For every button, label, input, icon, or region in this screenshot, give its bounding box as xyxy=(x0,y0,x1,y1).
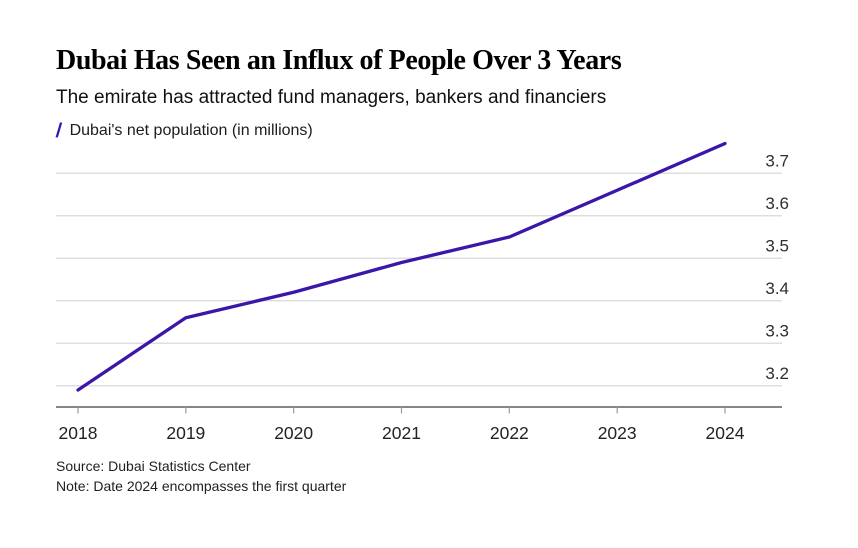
chart-title: Dubai Has Seen an Influx of People Over … xyxy=(56,45,622,76)
y-axis-label: 3.4 xyxy=(765,279,789,298)
chart-footer: Source: Dubai Statistics Center Note: Da… xyxy=(56,456,756,496)
x-axis-label: 2023 xyxy=(598,423,637,443)
legend: / Dubai's net population (in millions) xyxy=(55,119,313,143)
x-axis-label: 2021 xyxy=(382,423,421,443)
x-axis-label: 2019 xyxy=(166,423,205,443)
x-axis-label: 2018 xyxy=(59,423,98,443)
x-axis-label: 2024 xyxy=(706,423,745,443)
legend-label: Dubai's net population (in millions) xyxy=(69,122,313,139)
source-note: Source: Dubai Statistics Center xyxy=(56,458,251,474)
y-axis-label: 3.3 xyxy=(765,321,789,340)
x-axis-label: 2020 xyxy=(274,423,313,443)
population-line xyxy=(76,141,727,392)
x-axis-label: 2022 xyxy=(490,423,529,443)
y-axis-label: 3.5 xyxy=(765,236,789,255)
date-note: Note: Date 2024 encompasses the first qu… xyxy=(56,478,347,494)
chart-subtitle: The emirate has attracted fund managers,… xyxy=(56,87,607,108)
y-axis-label: 3.6 xyxy=(765,194,789,213)
y-axis-label: 3.7 xyxy=(765,151,789,170)
y-axis-label: 3.2 xyxy=(765,364,789,383)
